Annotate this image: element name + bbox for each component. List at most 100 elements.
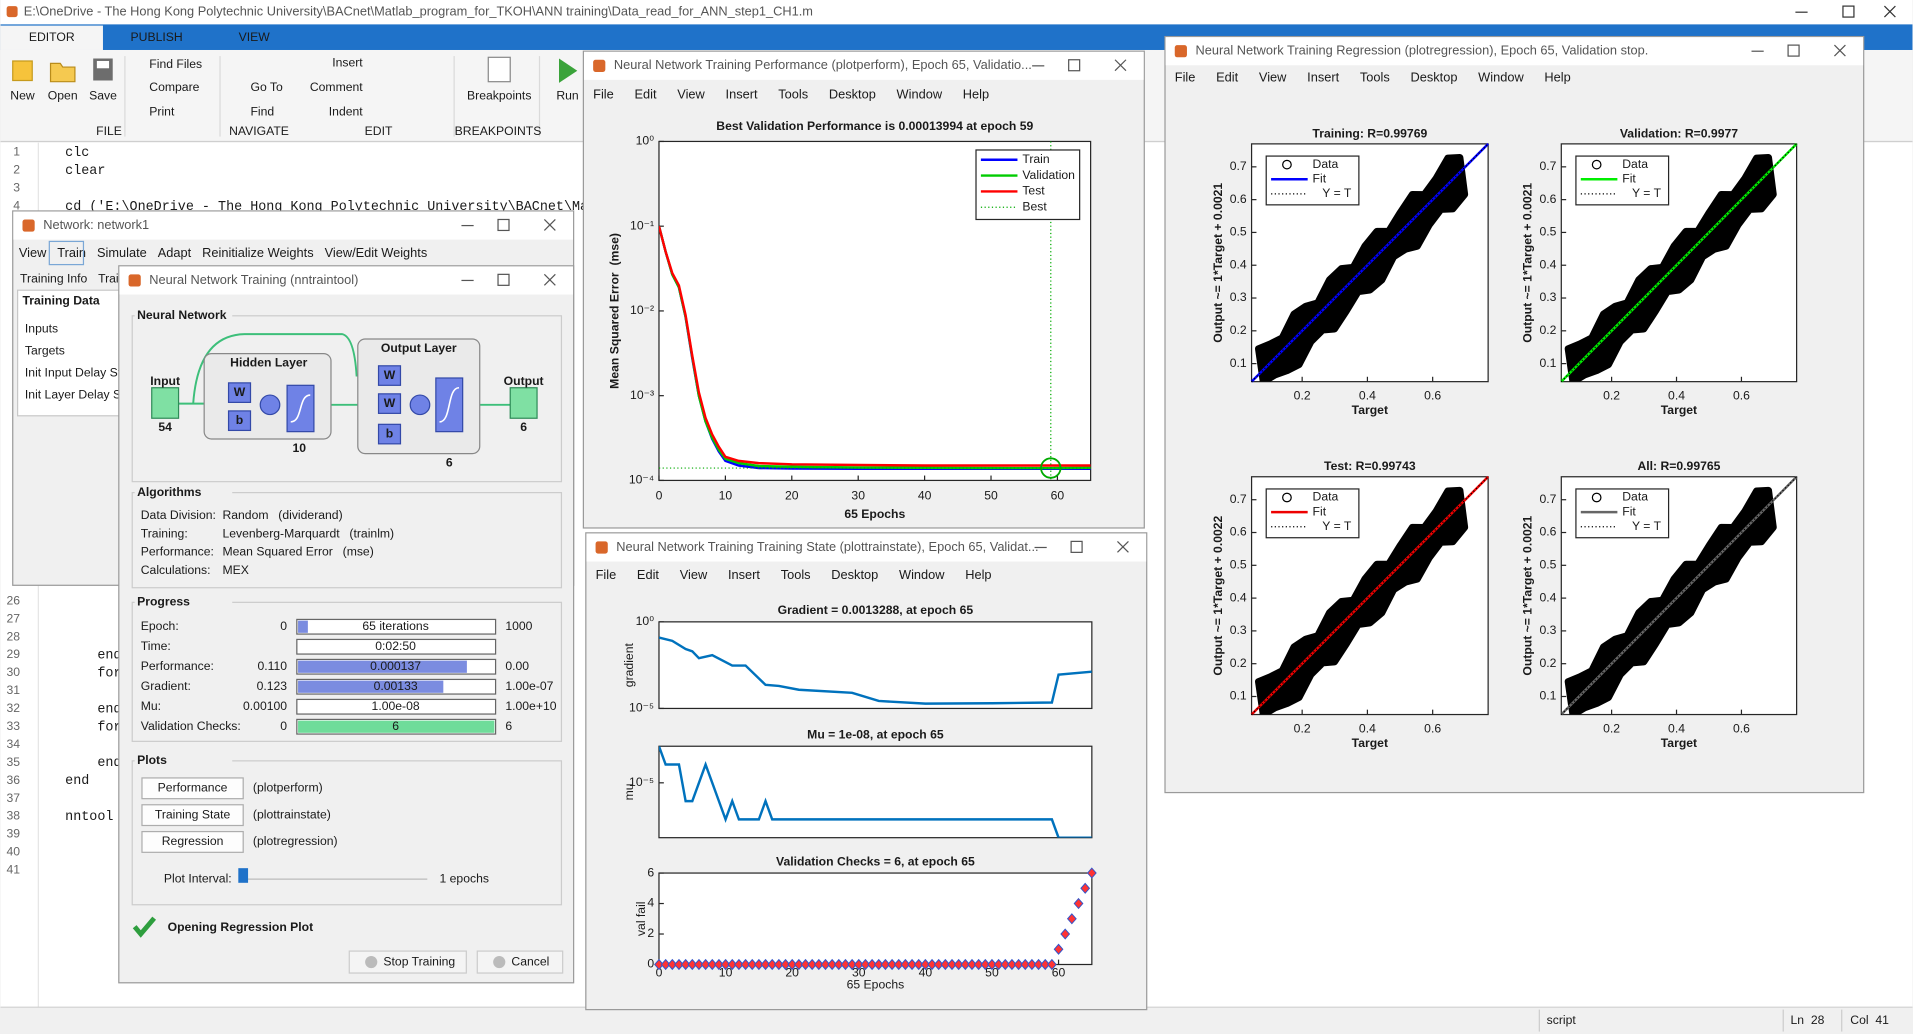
ribbon-button[interactable]: Find [251,104,275,118]
ribbon-button[interactable]: Run [556,89,578,103]
code-line: nntool [65,810,113,825]
menu-tab[interactable]: Adapt [158,245,192,260]
y-tick-label: 0.2 [1539,656,1556,670]
window-title-bar [13,211,574,240]
plot-button-label[interactable]: Regression [162,834,224,848]
menu-tab[interactable]: Reinitialize Weights [202,245,313,260]
y-tick-label: 4 [647,896,654,910]
ribbon-button[interactable]: Go To [251,80,284,94]
menu-item[interactable]: View [677,86,705,101]
data-point [860,958,871,971]
menu-item[interactable]: Help [963,86,989,101]
menu-tab[interactable]: View/Edit Weights [325,245,428,260]
chart-title: Validation Checks = 6, at epoch 65 [776,854,975,868]
ribbon-button[interactable]: Comment [310,80,363,94]
ribbon-tab[interactable]: PUBLISH [131,30,183,44]
x-tick-label: 0.6 [1424,721,1441,735]
ribbon-button[interactable]: Find Files [149,57,202,71]
plot-button-label[interactable]: Training State [155,807,231,821]
menu-item[interactable]: Help [1544,69,1570,84]
close-icon [1114,59,1127,72]
menu-tab[interactable]: Train [57,245,86,260]
menu-item[interactable]: Insert [1307,69,1339,84]
legend-label: Fit [1313,504,1327,518]
sum-node [259,394,281,416]
data-point [993,958,1004,971]
ribbon-button[interactable]: Save [89,89,117,103]
weight-block [227,382,252,403]
menu-item[interactable]: View [680,567,708,582]
menu-item[interactable]: Window [897,86,943,101]
ribbon-button[interactable]: Open [48,89,78,103]
menu-item[interactable]: Desktop [1410,69,1457,84]
y-tick-label: 0.6 [1539,525,1556,539]
input-node [151,387,180,419]
ribbon-button[interactable]: Compare [149,80,199,94]
menu-item[interactable]: Insert [728,567,760,582]
menu-item[interactable]: Help [965,567,991,582]
y-axis-label: Output ~= 1*Target + 0.0022 [1211,515,1225,675]
data-point [800,958,811,971]
menu-item[interactable]: File [1175,69,1196,84]
menu-item[interactable]: File [596,567,617,582]
menu-item[interactable]: Window [899,567,945,582]
menu-item[interactable]: Desktop [831,567,878,582]
menu-item[interactable]: Window [1478,69,1524,84]
legend-swatch [1591,159,1602,170]
code-line: for [65,720,121,735]
sub-tab[interactable]: Trai [98,271,119,285]
interval-label: Plot Interval: [164,871,232,885]
data-point [1066,913,1077,925]
menu-item[interactable]: View [1259,69,1287,84]
menu-item[interactable]: Insert [726,86,758,101]
menu-item[interactable]: Desktop [829,86,876,101]
menu-item[interactable]: Tools [781,567,811,582]
ribbon-button[interactable]: Print [149,104,175,118]
menu-item[interactable]: Tools [778,86,808,101]
chart-title: Gradient = 0.0013288, at epoch 65 [778,603,974,617]
sub-tab[interactable]: Training Info [20,271,88,285]
menu-item[interactable]: Edit [637,567,659,582]
ribbon-button[interactable]: Breakpoints [467,89,531,103]
ribbon-button[interactable]: Insert [332,56,363,70]
dialog-button[interactable] [348,950,467,974]
menu-item[interactable]: File [593,86,614,101]
nntraintool-window: Neural Network Training (nntraintool) Neu… [118,265,575,984]
window-icon [595,541,608,554]
ribbon-button[interactable]: New [10,89,35,103]
ribbon-button[interactable]: Indent [329,104,363,118]
y-tick-label: 10⁻⁵ [629,701,654,715]
line-number: 26 [6,593,20,607]
dialog-button-label[interactable]: Stop Training [383,954,455,968]
data-point [787,958,798,971]
menu-tab[interactable]: View [19,245,47,260]
ribbon-tab[interactable]: EDITOR [29,30,75,44]
identity-line [1560,476,1798,715]
line-number: 27 [6,611,20,625]
dialog-button-label[interactable]: Cancel [511,954,549,968]
plot-button[interactable] [141,804,244,827]
plot-button[interactable] [141,777,244,800]
menu-item[interactable]: Tools [1360,69,1390,84]
maximize-icon [1068,59,1081,72]
ribbon-tab[interactable]: VIEW [239,30,271,44]
progress-value: 0.000137 [370,659,421,673]
diagram-label: 54 [158,420,172,434]
data-point [1060,928,1071,940]
section-title: Training Data [22,293,99,307]
menu-item[interactable]: Edit [634,86,656,101]
progress-start: 0.110 [257,659,287,673]
data-point [760,958,771,971]
y-tick-label: 0.1 [1539,356,1556,370]
chart-title: Best Validation Performance is 0.0001399… [716,119,1033,133]
group-box-gap [134,753,233,769]
algorithm-function: (mse) [343,545,374,559]
weight-label: b [236,413,243,427]
x-tick-label: 20 [785,488,799,502]
interval-value: 1 epochs [439,871,488,885]
menu-tab[interactable]: Simulate [97,245,147,260]
slider-thumb[interactable] [238,868,249,883]
menu-item[interactable]: Edit [1216,69,1238,84]
plot-button[interactable] [141,830,244,853]
plot-button-label[interactable]: Performance [158,781,228,795]
